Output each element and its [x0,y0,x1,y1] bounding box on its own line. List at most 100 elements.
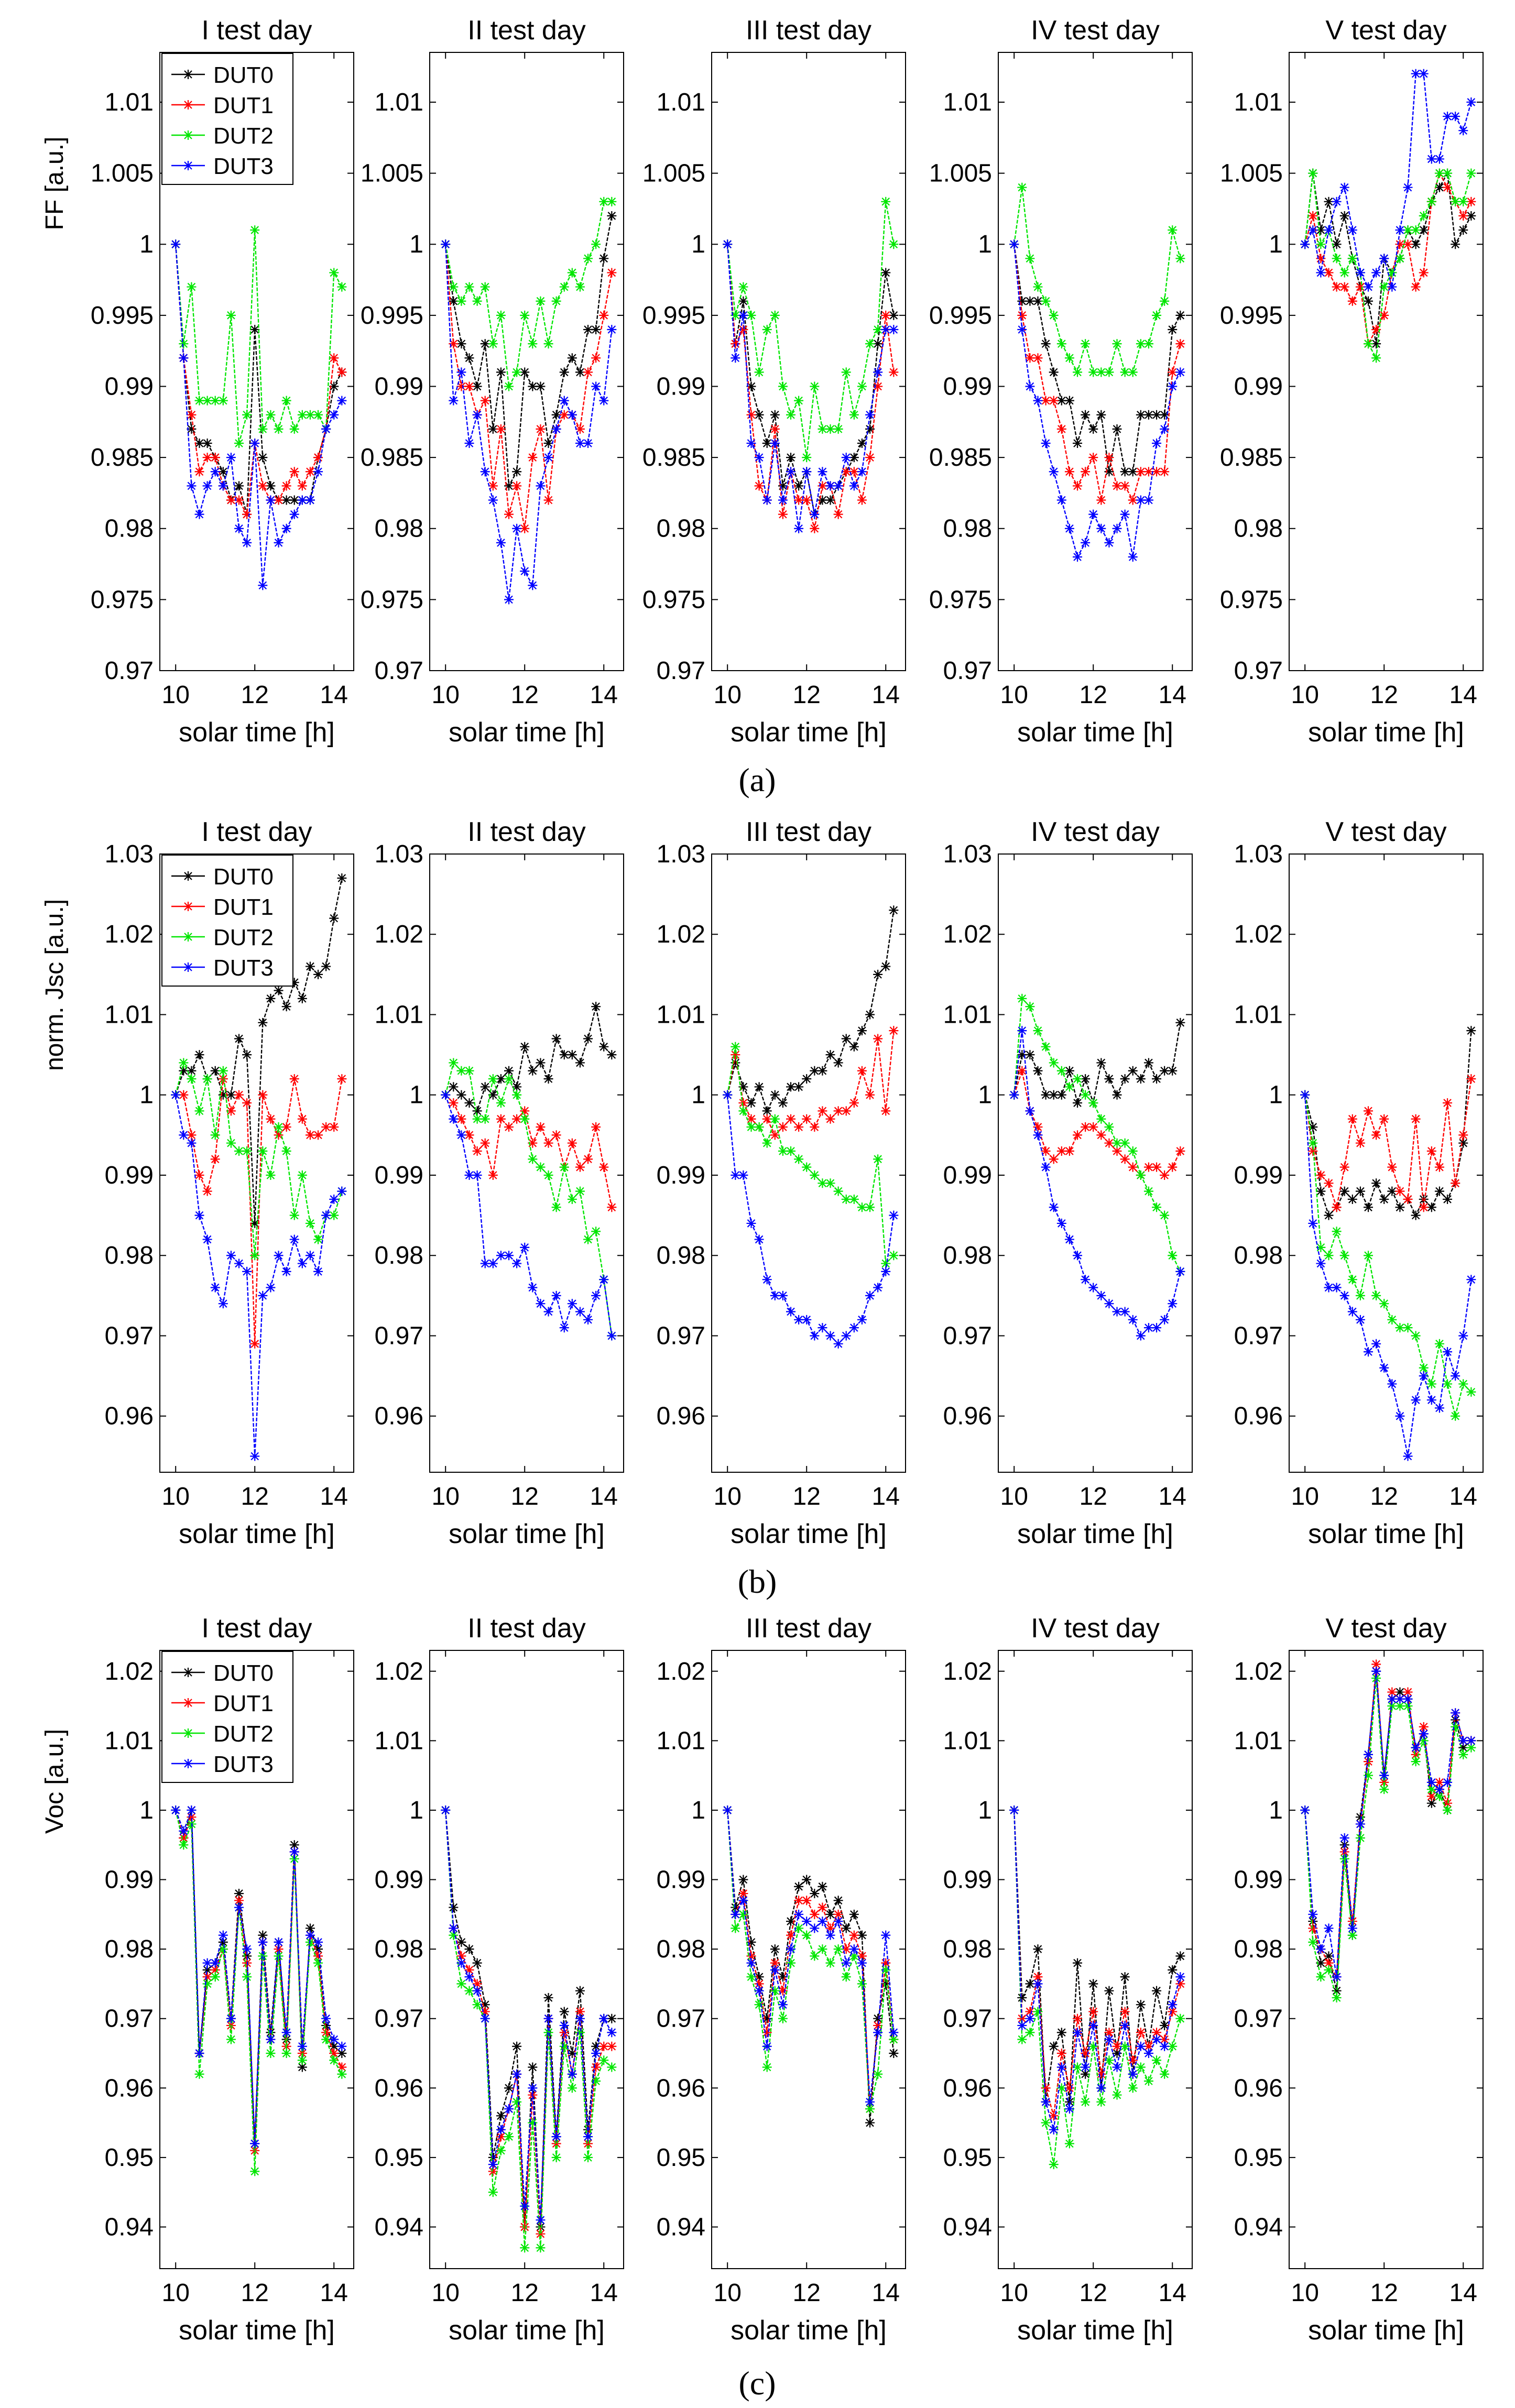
data-point-dut0 [833,1058,843,1068]
legend-marker-dut0 [183,871,193,881]
data-point-dut1 [1056,2048,1066,2058]
y-tick-label: 0.96 [105,1403,154,1430]
data-point-dut3 [1025,1106,1035,1116]
data-point-dut0 [551,410,561,420]
data-point-dut3 [464,1170,474,1180]
data-point-dut3 [1041,438,1051,448]
data-point-dut1 [329,1122,339,1132]
data-point-dut2 [1316,1242,1326,1252]
y-tick-label: 1 [978,1081,992,1109]
data-point-dut1 [1143,2041,1153,2051]
data-point-dut3 [1009,1805,1019,1815]
data-point-dut2 [786,1958,796,1968]
data-point-dut1 [1041,2083,1051,2093]
data-point-dut3 [865,1290,875,1300]
data-point-dut1 [881,1958,891,1968]
y-tick-label: 0.985 [642,444,705,472]
data-point-dut3 [1419,1371,1429,1381]
data-point-dut1 [551,1130,561,1140]
data-point-dut2 [881,196,891,206]
data-point-dut1 [512,481,522,491]
data-point-dut3 [857,467,867,477]
data-point-dut3 [488,1258,498,1268]
data-point-dut0 [583,1034,593,1044]
data-point-dut1 [731,1050,740,1060]
data-point-dut1 [1136,2028,1146,2038]
data-point-dut3 [1041,1162,1051,1172]
data-point-dut3 [1017,2020,1027,2030]
data-point-dut1 [833,509,843,519]
data-point-dut3 [242,1944,252,1954]
data-point-dut2 [297,1170,307,1180]
data-point-dut2 [1096,2097,1106,2107]
data-point-dut0 [337,873,347,883]
data-point-dut3 [1049,467,1059,477]
data-point-dut1 [313,453,323,463]
data-point-dut3 [297,495,307,505]
data-point-dut2 [234,1146,244,1156]
data-point-dut1 [825,1923,835,1933]
y-tick-label: 1.01 [657,89,705,116]
data-point-dut3 [841,1331,851,1341]
data-point-dut2 [234,438,244,448]
data-point-dut2 [281,1146,291,1156]
y-tick-label: 1 [1269,1081,1283,1109]
data-point-dut2 [762,2062,772,2072]
data-point-dut1 [1379,1114,1389,1124]
y-tick-label: 0.99 [657,373,705,400]
data-point-dut2 [1143,1186,1153,1196]
data-point-dut0 [337,2048,347,2058]
data-point-dut2 [480,282,490,292]
plot-frame [998,853,1193,1473]
data-point-dut1 [575,1162,585,1172]
data-point-dut0 [1466,1026,1476,1036]
data-point-dut0 [1426,1202,1436,1212]
data-point-dut1 [825,1114,835,1124]
data-point-dut0 [496,2111,506,2121]
data-point-dut2 [1136,339,1146,349]
x-axis-label: solar time [h] [731,2315,887,2346]
data-point-dut1 [754,1979,764,1989]
y-tick-label: 0.97 [375,657,423,685]
data-point-dut1 [1443,1798,1453,1808]
data-point-dut0 [1041,339,1051,349]
data-point-dut2 [731,310,740,320]
x-axis-label: solar time [h] [731,717,887,748]
data-point-dut1 [1466,196,1476,206]
data-point-dut1 [1088,2007,1098,2017]
chart-title: II test day [467,817,585,847]
data-point-dut2 [305,410,315,420]
y-tick-label: 0.98 [657,515,705,543]
y-tick-label: 0.96 [657,2074,705,2102]
data-point-dut2 [1112,1138,1122,1148]
data-point-dut2 [488,339,498,349]
data-point-dut1 [810,523,820,533]
plot-frame [429,853,624,1473]
x-tick-label: 12 [793,2279,821,2307]
data-point-dut3 [865,410,875,420]
data-point-dut1 [818,481,827,491]
data-point-dut2 [305,1218,315,1228]
y-tick-label: 1.01 [943,1727,992,1755]
data-point-dut1 [464,1965,474,1975]
data-point-dut1 [1152,467,1162,477]
data-point-dut0 [1458,1138,1468,1148]
data-point-dut3 [1175,1266,1185,1276]
data-point-dut2 [1152,2055,1162,2065]
data-point-dut3 [464,1972,474,1982]
data-point-dut2 [1088,367,1098,377]
legend-label-dut2: DUT2 [213,1721,274,1747]
data-point-dut3 [179,353,189,363]
data-point-dut0 [1033,1066,1043,1076]
data-point-dut0 [496,1074,506,1084]
data-point-dut2 [210,1130,220,1140]
legend-marker-dut2 [183,130,193,140]
chart-title: V test day [1325,15,1446,46]
data-point-dut2 [1104,367,1114,377]
y-tick-label: 0.97 [657,657,705,685]
data-point-dut2 [1443,168,1453,178]
data-point-dut2 [802,1930,812,1940]
data-point-dut3 [456,367,466,377]
data-point-dut3 [607,1331,617,1341]
data-point-dut1 [1049,396,1059,406]
